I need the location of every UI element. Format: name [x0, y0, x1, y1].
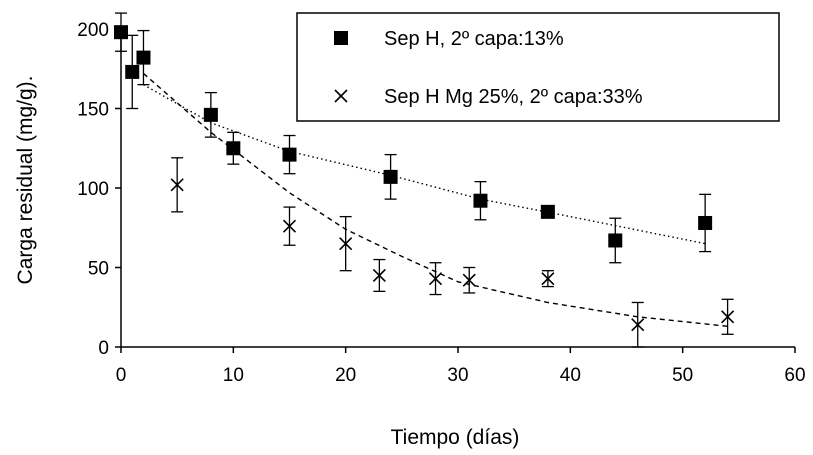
data-point-square: [540, 204, 555, 219]
x-marker-stroke: [721, 310, 735, 324]
data-point-square: [203, 107, 218, 122]
x-marker-stroke: [170, 178, 184, 192]
legend-box: [296, 12, 780, 122]
x-marker-stroke: [282, 219, 297, 233]
x-tick-label: 50: [672, 365, 693, 386]
data-point-square: [383, 169, 398, 184]
data-point-square: [282, 147, 297, 162]
data-point-x: [282, 219, 297, 233]
y-tick-label: 0: [98, 338, 109, 359]
legend-marker-x: [334, 89, 348, 103]
legend-marker-square: [334, 31, 348, 45]
x-marker-stroke: [541, 272, 555, 286]
data-marks: [114, 12, 735, 348]
x-tick-label: 0: [116, 365, 127, 386]
data-point-x: [428, 272, 443, 286]
data-point-x: [462, 273, 476, 287]
data-point-square: [226, 141, 241, 156]
legend: Sep H, 2º capa:13% Sep H Mg 25%, 2º capa:…: [296, 12, 780, 122]
data-point-square: [125, 64, 140, 79]
data-point-x: [170, 178, 184, 192]
data-point-x: [631, 318, 645, 332]
data-point-x: [339, 237, 353, 251]
y-tick-label: 100: [77, 179, 109, 200]
data-point-square: [114, 25, 128, 40]
y-tick-label: 150: [77, 100, 109, 121]
y-axis-title: Carga residual (mg/g).: [14, 76, 37, 285]
x-marker-stroke: [339, 237, 353, 251]
x-marker-stroke: [334, 89, 348, 103]
x-tick-label: 20: [335, 365, 356, 386]
x-axis-title: Tiempo (días): [391, 426, 520, 449]
data-point-x: [372, 268, 386, 283]
trendline-series-2: [143, 72, 728, 327]
x-tick-label: 30: [447, 365, 468, 386]
x-marker-stroke: [462, 273, 476, 287]
data-point-square: [698, 215, 713, 230]
data-point-square: [136, 50, 151, 65]
y-tick-label: 50: [88, 259, 109, 280]
data-point-x: [541, 272, 555, 286]
axes: 0 50 100 150 200 0 10 20 30 40 50 60: [77, 20, 805, 386]
legend-label: Sep H Mg 25%, 2º capa:33%: [384, 86, 643, 108]
x-tick-label: 40: [560, 365, 581, 386]
data-point-square: [473, 193, 488, 208]
y-tick-label: 200: [77, 20, 109, 41]
data-point-x: [721, 310, 735, 324]
x-marker-stroke: [372, 268, 386, 283]
legend-label: Sep H, 2º capa:13%: [384, 28, 564, 50]
x-tick-label: 60: [784, 365, 805, 386]
x-marker-stroke: [631, 318, 645, 332]
x-tick-label: 10: [223, 365, 244, 386]
data-point-square: [608, 233, 623, 248]
x-marker-stroke: [428, 272, 443, 286]
